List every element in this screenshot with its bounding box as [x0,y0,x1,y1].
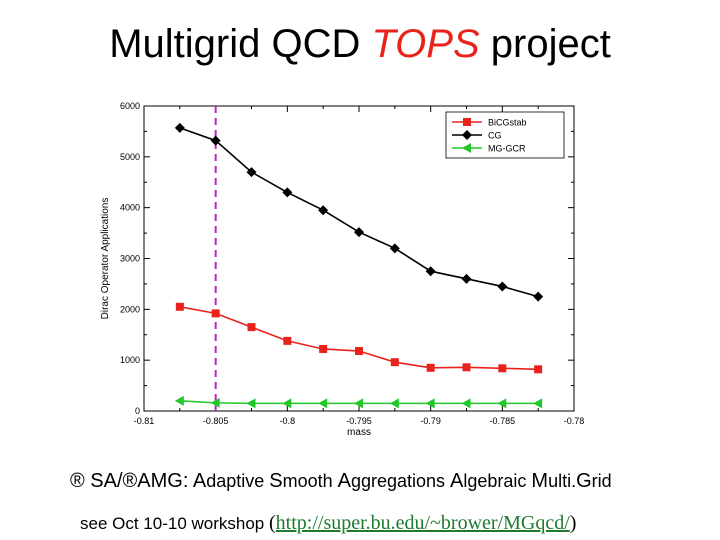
data-point-cg [354,227,364,238]
title-part-3: project [479,22,611,66]
amg-word-5-rest: ulti. [548,471,577,491]
data-point-mg-gcr [354,398,363,409]
paren-close: ) [569,512,577,534]
legend-marker [462,130,472,140]
data-point-bicgstab [355,347,363,356]
data-point-mg-gcr [533,398,543,409]
legend-label: MG-GCR [488,144,526,154]
x-tick-label: -0.795 [346,416,372,426]
workshop-link[interactable]: http://super.bu.edu/~brower/MGqcd/ [275,512,570,534]
workshop-prefix: see Oct 10-10 workshop [80,514,269,533]
convergence-chart: -0.81 -0.805 -0.8 -0.795 -0.79 -0.785 -0.78 0 10… [100,101,585,438]
y-axis-label: Dirac Operator Applications [100,198,111,320]
amg-prefix: ® SA/®AMG: [70,470,193,492]
data-point-bicgstab [247,323,256,332]
data-point-bicgstab [534,365,543,374]
x-tick-label: -0.785 [490,416,516,426]
data-point-cg [282,187,293,198]
title-part-1: Multigrid QCD [109,22,372,66]
data-point-cg [246,167,257,178]
amg-word-4-initial: A [450,470,464,492]
data-point-mg-gcr [246,398,256,409]
amg-word-1-rest: daptive [206,471,270,491]
x-tick-label: -0.805 [203,416,229,426]
amg-definition: ® SA/®AMG: Adaptive Smooth Aggregations … [70,470,612,493]
data-point-cg [210,135,221,146]
data-point-mg-gcr [210,397,220,408]
paren-open: ( [268,512,276,534]
amg-word-3-initial: A [337,470,351,492]
data-point-mg-gcr [497,398,507,409]
amg-word-5-initial: M [531,470,549,492]
series-line-bicgstab [179,306,539,371]
y-tick-label: 6000 [120,101,140,111]
amg-word-3-rest: ggregations [350,471,451,491]
x-tick-label: -0.79 [420,416,441,426]
y-tick-label: 0 [135,406,140,416]
data-point-bicgstab [211,309,220,318]
data-point-bicgstab [390,358,399,367]
data-point-mg-gcr [282,398,292,409]
x-tick-label: -0.81 [134,416,155,426]
data-point-mg-gcr [461,398,471,409]
data-point-cg [174,122,185,133]
data-point-cg [318,205,329,216]
data-point-bicgstab [498,364,507,373]
data-point-mg-gcr [318,398,328,409]
data-point-bicgstab [175,302,184,311]
workshop-note: see Oct 10-10 workshop (http://super.bu.… [80,512,576,535]
x-tick-label: -0.8 [280,416,296,426]
amg-word-4-rest: lgebraic [463,471,532,491]
amg-word-6-rest: rid [591,471,612,491]
x-tick-label: -0.78 [564,416,585,426]
y-tick-label: 3000 [120,254,140,264]
slide-title: Multigrid QCD TOPS project [0,18,720,70]
legend-label: CG [488,131,502,141]
data-point-bicgstab [426,363,435,372]
x-axis-label: mass [347,427,371,438]
y-tick-label: 5000 [120,152,140,162]
y-tick-label: 4000 [120,203,140,213]
data-point-cg [533,291,544,302]
y-tick-label: 2000 [120,304,140,314]
data-point-cg [389,243,400,254]
data-point-bicgstab [283,336,292,345]
amg-word-1-initial: A [192,470,207,492]
data-point-mg-gcr [174,395,184,406]
data-point-cg [461,273,472,284]
data-point-mg-gcr [389,398,399,409]
data-point-bicgstab [462,363,471,372]
data-point-mg-gcr [425,398,435,409]
amg-word-6-initial: G [576,470,592,492]
amg-word-2-initial: S [269,470,283,492]
legend-label: BiCGstab [488,118,527,128]
legend-marker [462,143,471,153]
y-tick-label: 1000 [120,355,140,365]
amg-word-2-rest: mooth [282,471,338,491]
title-accent-tops: TOPS [371,22,480,66]
data-point-cg [497,281,508,292]
data-point-cg [425,266,436,277]
data-point-bicgstab [319,344,328,353]
legend-marker [463,118,471,126]
